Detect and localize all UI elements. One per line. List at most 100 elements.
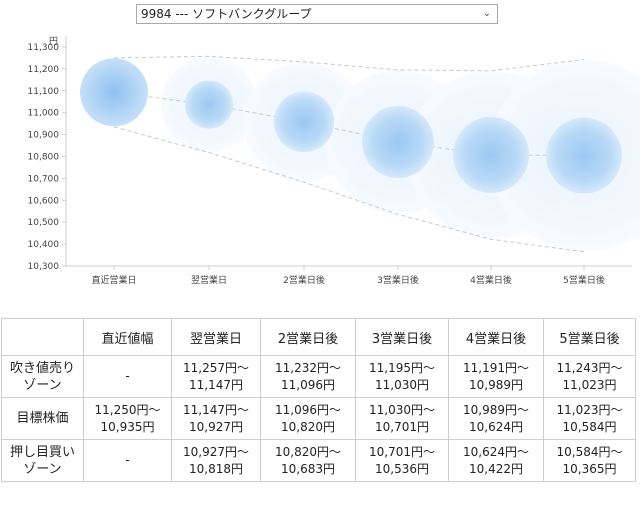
header-cell: 翌営業日	[171, 318, 261, 356]
price-line: 10,624円〜	[463, 444, 529, 459]
header-cell: 5営業日後	[543, 318, 636, 356]
x-tick-label: 5営業日後	[563, 274, 605, 286]
price-line: -	[125, 369, 130, 383]
target-bubble	[80, 58, 148, 127]
price-cell: 11,191円〜 10,989円	[448, 355, 544, 398]
y-tick-label: 10,400	[28, 240, 60, 250]
y-tick-label: 11,000	[28, 109, 60, 119]
price-line: -	[125, 453, 130, 467]
zone-table: 直近値幅 翌営業日 2営業日後 3営業日後 4営業日後 5営業日後 吹き値売りゾ…	[1, 318, 636, 482]
price-cell: 10,584円〜 10,365円	[543, 439, 636, 482]
price-line: 10,624円	[469, 419, 523, 434]
y-tick-label: 10,700	[28, 174, 60, 184]
y-tick-label: 11,100	[28, 87, 60, 97]
price-cell: 11,147円〜 10,927円	[171, 397, 261, 440]
price-line: 11,257円〜	[183, 360, 249, 375]
price-line: 11,023円〜	[556, 402, 623, 417]
price-cell: 11,030円〜 10,701円	[355, 397, 449, 440]
price-cell: 11,023円〜 10,584円	[543, 397, 636, 440]
target-bubble	[546, 117, 622, 194]
price-line: 10,820円〜	[275, 444, 341, 459]
price-line: 10,584円	[562, 419, 617, 434]
header-cell: 4営業日後	[448, 318, 544, 356]
price-line: 10,701円	[375, 419, 429, 434]
price-line: 11,232円〜	[275, 360, 341, 375]
y-tick-label: 10,500	[28, 218, 60, 228]
price-line: 10,820円	[281, 419, 335, 434]
row-label-line: ゾーン	[23, 377, 62, 393]
y-tick-label: 10,600	[28, 196, 60, 206]
row-label-line: ゾーン	[23, 461, 62, 477]
price-line: 10,818円	[189, 461, 243, 476]
price-cell: 11,232円〜 11,096円	[260, 355, 356, 398]
price-line: 11,195円〜	[369, 360, 435, 375]
table-header-row: 直近値幅 翌営業日 2営業日後 3営業日後 4営業日後 5営業日後	[1, 318, 636, 356]
price-cell: 10,701円〜 10,536円	[355, 439, 449, 482]
header-cell: 直近値幅	[83, 318, 172, 356]
target-bubble	[273, 91, 335, 153]
price-line: 10,683円	[281, 461, 335, 476]
price-cell: -	[83, 355, 172, 398]
price-line: 10,422円	[469, 461, 523, 476]
x-tick-label: 2営業日後	[283, 274, 325, 286]
price-line: 10,701円〜	[369, 444, 435, 459]
price-line: 10,365円	[562, 461, 617, 476]
x-tick-label: 4営業日後	[470, 274, 512, 286]
target-bubble	[361, 105, 435, 179]
price-line: 11,030円〜	[369, 402, 435, 417]
price-line: 10,584円〜	[556, 444, 623, 459]
price-line: 11,243円〜	[556, 360, 623, 375]
price-cell: -	[83, 439, 172, 482]
row-label-line: 押し目買い	[9, 444, 75, 460]
price-cell: 11,250円〜 10,935円	[83, 397, 172, 440]
y-tick-label: 11,200	[28, 65, 60, 75]
table-row: 吹き値売り ゾーン -11,257円〜 11,147円 11,232円〜 11,096円 1…	[1, 355, 636, 398]
chevron-down-icon: ⌄	[482, 8, 491, 19]
price-line: 10,935円	[100, 419, 155, 434]
price-line: 11,096円〜	[275, 402, 341, 417]
x-tick-label: 直近営業日	[91, 274, 136, 286]
x-tick-label: 翌営業日	[191, 274, 227, 286]
lower-band-line	[113, 126, 585, 253]
row-label-line: 目標株価	[16, 411, 69, 426]
row-label-line: 吹き値売り	[9, 360, 75, 376]
price-line: 10,927円	[189, 419, 243, 434]
header-cell	[1, 318, 84, 356]
y-tick-label: 10,300	[28, 262, 60, 272]
header-cell: 2営業日後	[260, 318, 356, 356]
target-bubble	[453, 116, 529, 193]
price-line: 11,023円	[562, 377, 617, 392]
price-line: 11,096円	[281, 377, 335, 392]
price-line: 11,191円〜	[463, 360, 529, 375]
price-line: 11,250円〜	[94, 402, 161, 417]
upper-band-line	[113, 55, 585, 72]
y-unit-label: 円	[49, 36, 58, 47]
price-line: 10,927円〜	[183, 444, 249, 459]
table-row: 目標株価 11,250円〜 10,935円 11,147円〜 10,927円 11,096…	[1, 397, 636, 440]
price-line: 10,536円	[375, 461, 429, 476]
row-label: 押し目買い ゾーン	[1, 439, 84, 482]
price-cell: 10,989円〜 10,624円	[448, 397, 544, 440]
price-line: 11,030円	[375, 377, 429, 392]
row-label: 吹き値売り ゾーン	[1, 355, 84, 398]
price-cell: 11,195円〜 11,030円	[355, 355, 449, 398]
y-tick-label: 10,800	[28, 152, 60, 162]
price-line: 10,989円	[469, 377, 523, 392]
y-tick-label: 11,300	[28, 43, 60, 53]
price-cell: 10,624円〜 10,422円	[448, 439, 544, 482]
header-cell: 3営業日後	[355, 318, 449, 356]
price-cell: 11,257円〜 11,147円	[171, 355, 261, 398]
x-tick-label: 3営業日後	[377, 274, 419, 286]
stock-select-value: 9984 --- ソフトバンクグループ	[141, 7, 312, 21]
row-label: 目標株価	[1, 397, 84, 440]
table-row: 押し目買い ゾーン -10,927円〜 10,818円 10,820円〜 10,683円 1…	[1, 439, 636, 482]
price-line: 11,147円	[189, 377, 243, 392]
target-bubble	[184, 80, 234, 129]
price-cell: 11,096円〜 10,820円	[260, 397, 356, 440]
price-line: 11,147円〜	[183, 402, 249, 417]
stock-select[interactable]: 9984 --- ソフトバンクグループ ⌄	[136, 4, 498, 24]
price-forecast-chart: 円 10,300 10,400 10,500 10,600 10,700 10,800 10,…	[28, 36, 640, 286]
price-cell: 10,820円〜 10,683円	[260, 439, 356, 482]
price-cell: 10,927円〜 10,818円	[171, 439, 261, 482]
price-cell: 11,243円〜 11,023円	[543, 355, 636, 398]
